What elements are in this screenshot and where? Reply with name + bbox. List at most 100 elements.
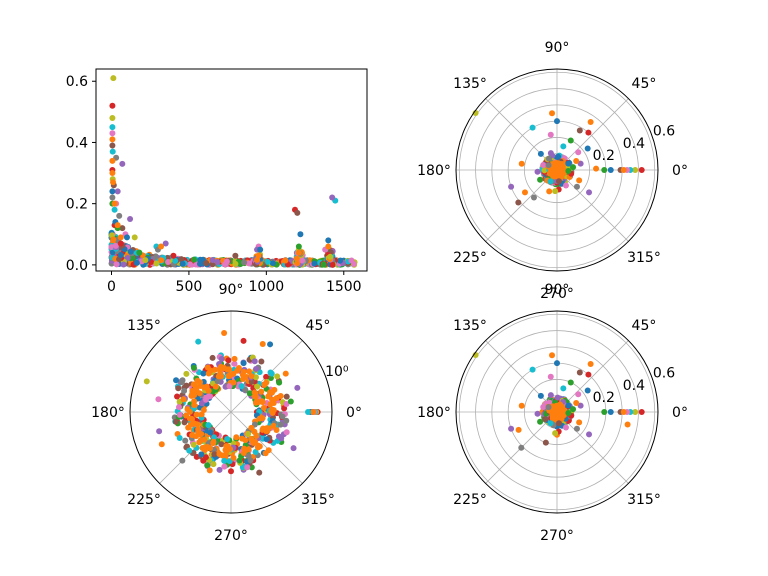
- polar-point: [246, 390, 253, 397]
- polar-point: [552, 188, 559, 195]
- polar-point: [197, 437, 204, 444]
- polar-point: [205, 370, 212, 377]
- y-tick-label: 0.6: [66, 74, 88, 90]
- polar-point: [277, 421, 284, 428]
- polar-point: [178, 379, 185, 386]
- scatter-point: [197, 256, 204, 263]
- polar-point: [273, 427, 280, 434]
- polar-frame: [129, 310, 333, 514]
- polar-grid-spoke: [556, 340, 629, 413]
- polar-grid-spoke: [230, 411, 303, 484]
- scatter-point: [203, 260, 210, 267]
- polar-point: [230, 379, 237, 386]
- scatter-point: [329, 261, 336, 268]
- polar-point: [263, 380, 270, 387]
- polar-grid-ring: [524, 379, 590, 445]
- scatter-point: [162, 240, 169, 247]
- polar-point: [193, 421, 200, 428]
- x-tick-label: 1500: [326, 279, 362, 295]
- polar-point: [562, 182, 569, 189]
- polar-point: [269, 389, 276, 396]
- polar-point: [278, 435, 285, 442]
- polar-point: [248, 373, 255, 380]
- polar-point: [515, 199, 522, 206]
- scatter-point: [124, 255, 131, 262]
- theta-tick-label: 270°: [540, 286, 574, 302]
- polar-point: [204, 462, 211, 469]
- polar-point: [537, 418, 544, 425]
- scatter-point: [123, 234, 130, 241]
- polar-point: [541, 167, 548, 174]
- polar-point: [545, 162, 552, 169]
- theta-tick-label: 0°: [672, 163, 688, 179]
- polar-point: [239, 464, 246, 471]
- polar-point: [192, 383, 199, 390]
- scatter-point: [119, 225, 126, 232]
- polar-point: [290, 445, 297, 452]
- polar-point: [222, 451, 229, 458]
- polar-point: [573, 425, 580, 432]
- scatter-point: [337, 257, 344, 264]
- polar-point: [573, 400, 580, 407]
- scatter-point: [119, 160, 126, 167]
- polar-grid-spoke: [556, 98, 629, 171]
- polar-point: [562, 424, 569, 431]
- polar-point: [186, 447, 193, 454]
- polar-point: [246, 368, 253, 375]
- polar-point: [529, 124, 536, 131]
- polar-grid-spoke: [556, 411, 629, 484]
- polar-point: [211, 451, 218, 458]
- scatter-point: [109, 130, 116, 137]
- polar-point: [231, 355, 238, 362]
- polar-point: [240, 337, 247, 344]
- polar-point: [542, 439, 549, 446]
- polar-point: [573, 158, 580, 165]
- polar-point: [181, 419, 188, 426]
- theta-tick-label: 90°: [545, 282, 570, 298]
- scatter-point: [127, 215, 134, 222]
- polar-point: [202, 454, 209, 461]
- polar-point: [270, 407, 277, 414]
- polar-point: [593, 165, 600, 172]
- polar-point: [607, 409, 614, 415]
- y-tick-label: 0.2: [66, 197, 88, 213]
- polar-point: [283, 393, 290, 400]
- polar-point: [179, 457, 186, 464]
- scatter-point: [329, 194, 336, 201]
- theta-tick-label: 315°: [627, 492, 661, 508]
- polar-point: [206, 467, 213, 474]
- theta-tick-label: 180°: [417, 163, 451, 179]
- theta-tick-label: 0°: [672, 405, 688, 421]
- polar-point: [554, 360, 560, 367]
- polar-point: [518, 444, 525, 451]
- scatter-point: [325, 243, 332, 250]
- polar-point: [555, 153, 562, 160]
- polar-point: [242, 386, 249, 393]
- scatter-point: [245, 260, 252, 267]
- polar-point: [601, 409, 608, 415]
- scatter-point: [269, 260, 276, 267]
- polar-point: [172, 418, 179, 425]
- scatter-point: [223, 258, 230, 265]
- polar-point: [555, 178, 562, 185]
- polar-point: [638, 409, 645, 415]
- scatter-point: [117, 240, 124, 247]
- theta-tick-label: 45°: [306, 318, 331, 334]
- polar-point: [236, 457, 243, 464]
- polar-point: [542, 416, 549, 423]
- polar-point: [240, 360, 247, 367]
- scatter-point: [109, 124, 116, 131]
- polar-point: [251, 428, 258, 435]
- theta-tick-label: 315°: [627, 250, 661, 266]
- polar-point: [547, 178, 554, 185]
- scatter-point: [117, 234, 124, 241]
- x-tick-label: 0: [107, 279, 116, 295]
- scatter-point: [114, 222, 121, 229]
- scatter-point: [311, 260, 318, 267]
- polar-point: [193, 453, 200, 460]
- theta-tick-label: 90°: [545, 40, 570, 56]
- scatter-point: [109, 157, 116, 164]
- theta-tick-label: 135°: [453, 318, 487, 334]
- theta-tick-label: 225°: [453, 250, 487, 266]
- polar-point: [183, 370, 190, 377]
